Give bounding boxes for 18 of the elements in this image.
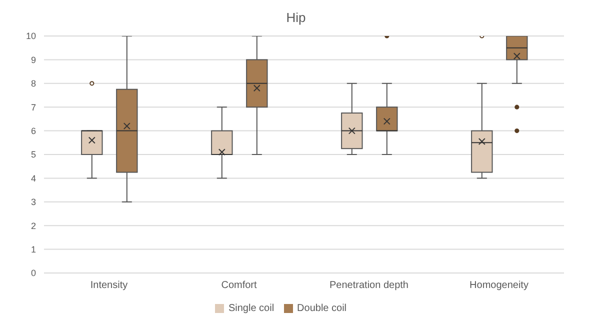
y-tick-label: 6 [30,126,36,136]
y-tick-label: 7 [30,102,36,112]
x-tick-label: Comfort [221,280,257,292]
y-tick-label: 1 [30,244,36,254]
x-tick-label: Homogeneity [470,280,528,292]
y-tick-label: 2 [30,220,36,231]
y-tick-label: 5 [30,150,36,160]
x-tick-label: Intensity [90,280,128,292]
y-tick-label: 0 [30,268,36,278]
chart-title: Hip [285,9,307,27]
legend-label: Double coil [297,303,347,314]
y-tick-label: 10 [26,31,36,42]
legend-label: Single coil [228,303,274,314]
x-tick-label: Penetration depth [330,280,408,292]
y-tick-label: 4 [30,173,36,184]
y-tick-label: 3 [30,197,36,208]
y-tick-label: 9 [30,54,36,65]
y-tick-label: 8 [30,78,36,89]
